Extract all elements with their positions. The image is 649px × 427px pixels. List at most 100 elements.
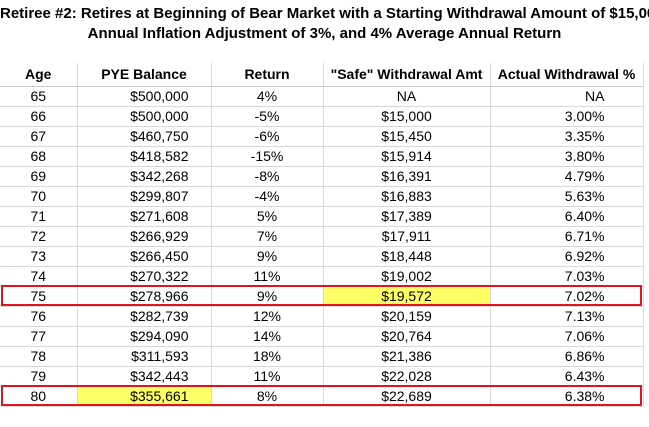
cell-return[interactable]: 5% [211, 206, 324, 227]
table-row: 79 $342,443 11% $22,028 6.43% [0, 366, 644, 387]
table-row: 67 $460,750 -6% $15,450 3.35% [0, 126, 644, 147]
cell-balance[interactable]: $311,593 [77, 346, 212, 367]
title-line-1: Retiree #2: Retires at Beginning of Bear… [0, 5, 649, 22]
cell-balance[interactable]: $460,750 [77, 126, 212, 147]
cell-return[interactable]: 9% [211, 286, 324, 307]
cell-age[interactable]: 74 [0, 266, 78, 287]
cell-age[interactable]: 65 [0, 86, 78, 107]
cell-age[interactable]: 67 [0, 126, 78, 147]
cell-return[interactable]: -5% [211, 106, 324, 127]
header-return[interactable]: Return [211, 63, 324, 87]
cell-age[interactable]: 80 [0, 386, 78, 407]
cell-age[interactable]: 75 [0, 286, 78, 307]
cell-balance[interactable]: $278,966 [77, 286, 212, 307]
cell-safe-withdrawal[interactable]: $19,572 [323, 286, 491, 307]
cell-safe-withdrawal[interactable]: $20,159 [323, 306, 491, 327]
cell-actual-withdrawal[interactable]: NA [490, 86, 644, 107]
header-age[interactable]: Age [0, 63, 78, 87]
cell-return[interactable]: 9% [211, 246, 324, 267]
header-pye-balance[interactable]: PYE Balance [77, 63, 212, 87]
cell-safe-withdrawal[interactable]: $16,391 [323, 166, 491, 187]
cell-balance[interactable]: $299,807 [77, 186, 212, 207]
cell-safe-withdrawal[interactable]: $22,689 [323, 386, 491, 407]
cell-age[interactable]: 79 [0, 366, 78, 387]
cell-actual-withdrawal[interactable]: 6.86% [490, 346, 644, 367]
cell-return[interactable]: -15% [211, 146, 324, 167]
cell-safe-withdrawal[interactable]: $22,028 [323, 366, 491, 387]
cell-safe-withdrawal[interactable]: $20,764 [323, 326, 491, 347]
table-body: 65 $500,000 4% NA NA 66 $500,000 -5% $15,000 3.00… [0, 86, 644, 407]
header-actual-withdrawal[interactable]: Actual Withdrawal % [490, 63, 644, 87]
cell-age[interactable]: 69 [0, 166, 78, 187]
table-row: 69 $342,268 -8% $16,391 4.79% [0, 166, 644, 187]
table-row: 73 $266,450 9% $18,448 6.92% [0, 246, 644, 267]
cell-safe-withdrawal[interactable]: $16,883 [323, 186, 491, 207]
cell-return[interactable]: 11% [211, 266, 324, 287]
cell-actual-withdrawal[interactable]: 3.35% [490, 126, 644, 147]
cell-balance[interactable]: $266,929 [77, 226, 212, 247]
cell-balance[interactable]: $418,582 [77, 146, 212, 167]
cell-balance[interactable]: $355,661 [77, 386, 212, 407]
cell-age[interactable]: 71 [0, 206, 78, 227]
cell-actual-withdrawal[interactable]: 3.00% [490, 106, 644, 127]
cell-age[interactable]: 76 [0, 306, 78, 327]
cell-balance[interactable]: $270,322 [77, 266, 212, 287]
table-row: 76 $282,739 12% $20,159 7.13% [0, 306, 644, 327]
cell-actual-withdrawal[interactable]: 6.38% [490, 386, 644, 407]
cell-age[interactable]: 73 [0, 246, 78, 267]
cell-safe-withdrawal[interactable]: $17,389 [323, 206, 491, 227]
cell-return[interactable]: -6% [211, 126, 324, 147]
table-row: 68 $418,582 -15% $15,914 3.80% [0, 146, 644, 167]
table-row: 77 $294,090 14% $20,764 7.06% [0, 326, 644, 347]
cell-return[interactable]: 4% [211, 86, 324, 107]
cell-age[interactable]: 68 [0, 146, 78, 167]
cell-safe-withdrawal[interactable]: $15,450 [323, 126, 491, 147]
cell-return[interactable]: -8% [211, 166, 324, 187]
cell-return[interactable]: 8% [211, 386, 324, 407]
cell-balance[interactable]: $282,739 [77, 306, 212, 327]
cell-actual-withdrawal[interactable]: 5.63% [490, 186, 644, 207]
cell-age[interactable]: 70 [0, 186, 78, 207]
table-row: 66 $500,000 -5% $15,000 3.00% [0, 106, 644, 127]
cell-actual-withdrawal[interactable]: 7.03% [490, 266, 644, 287]
cell-balance[interactable]: $342,268 [77, 166, 212, 187]
cell-return[interactable]: 14% [211, 326, 324, 347]
cell-safe-withdrawal[interactable]: $21,386 [323, 346, 491, 367]
cell-return[interactable]: -4% [211, 186, 324, 207]
cell-age[interactable]: 72 [0, 226, 78, 247]
cell-balance[interactable]: $500,000 [77, 106, 212, 127]
cell-safe-withdrawal[interactable]: $17,911 [323, 226, 491, 247]
cell-actual-withdrawal[interactable]: 6.40% [490, 206, 644, 227]
cell-actual-withdrawal[interactable]: 4.79% [490, 166, 644, 187]
table-row: 75 $278,966 9% $19,572 7.02% [0, 286, 644, 307]
cell-return[interactable]: 18% [211, 346, 324, 367]
cell-age[interactable]: 78 [0, 346, 78, 367]
cell-balance[interactable]: $500,000 [77, 86, 212, 107]
cell-actual-withdrawal[interactable]: 3.80% [490, 146, 644, 167]
cell-actual-withdrawal[interactable]: 7.13% [490, 306, 644, 327]
header-safe-withdrawal[interactable]: "Safe" Withdrawal Amt [323, 63, 491, 87]
cell-balance[interactable]: $271,608 [77, 206, 212, 227]
cell-balance[interactable]: $266,450 [77, 246, 212, 267]
cell-safe-withdrawal[interactable]: $15,914 [323, 146, 491, 167]
cell-safe-withdrawal[interactable]: $15,000 [323, 106, 491, 127]
cell-actual-withdrawal[interactable]: 7.02% [490, 286, 644, 307]
cell-safe-withdrawal[interactable]: NA [323, 86, 491, 107]
cell-age[interactable]: 66 [0, 106, 78, 127]
cell-balance[interactable]: $342,443 [77, 366, 212, 387]
cell-return[interactable]: 12% [211, 306, 324, 327]
cell-return[interactable]: 11% [211, 366, 324, 387]
table-row: 70 $299,807 -4% $16,883 5.63% [0, 186, 644, 207]
table-row: 71 $271,608 5% $17,389 6.40% [0, 206, 644, 227]
cell-age[interactable]: 77 [0, 326, 78, 347]
title-line-2: Annual Inflation Adjustment of 3%, and 4… [87, 25, 562, 42]
cell-actual-withdrawal[interactable]: 6.71% [490, 226, 644, 247]
cell-actual-withdrawal[interactable]: 6.92% [490, 246, 644, 267]
cell-balance[interactable]: $294,090 [77, 326, 212, 347]
cell-safe-withdrawal[interactable]: $18,448 [323, 246, 491, 267]
cell-actual-withdrawal[interactable]: 6.43% [490, 366, 644, 387]
cell-safe-withdrawal[interactable]: $19,002 [323, 266, 491, 287]
cell-actual-withdrawal[interactable]: 7.06% [490, 326, 644, 347]
cell-return[interactable]: 7% [211, 226, 324, 247]
